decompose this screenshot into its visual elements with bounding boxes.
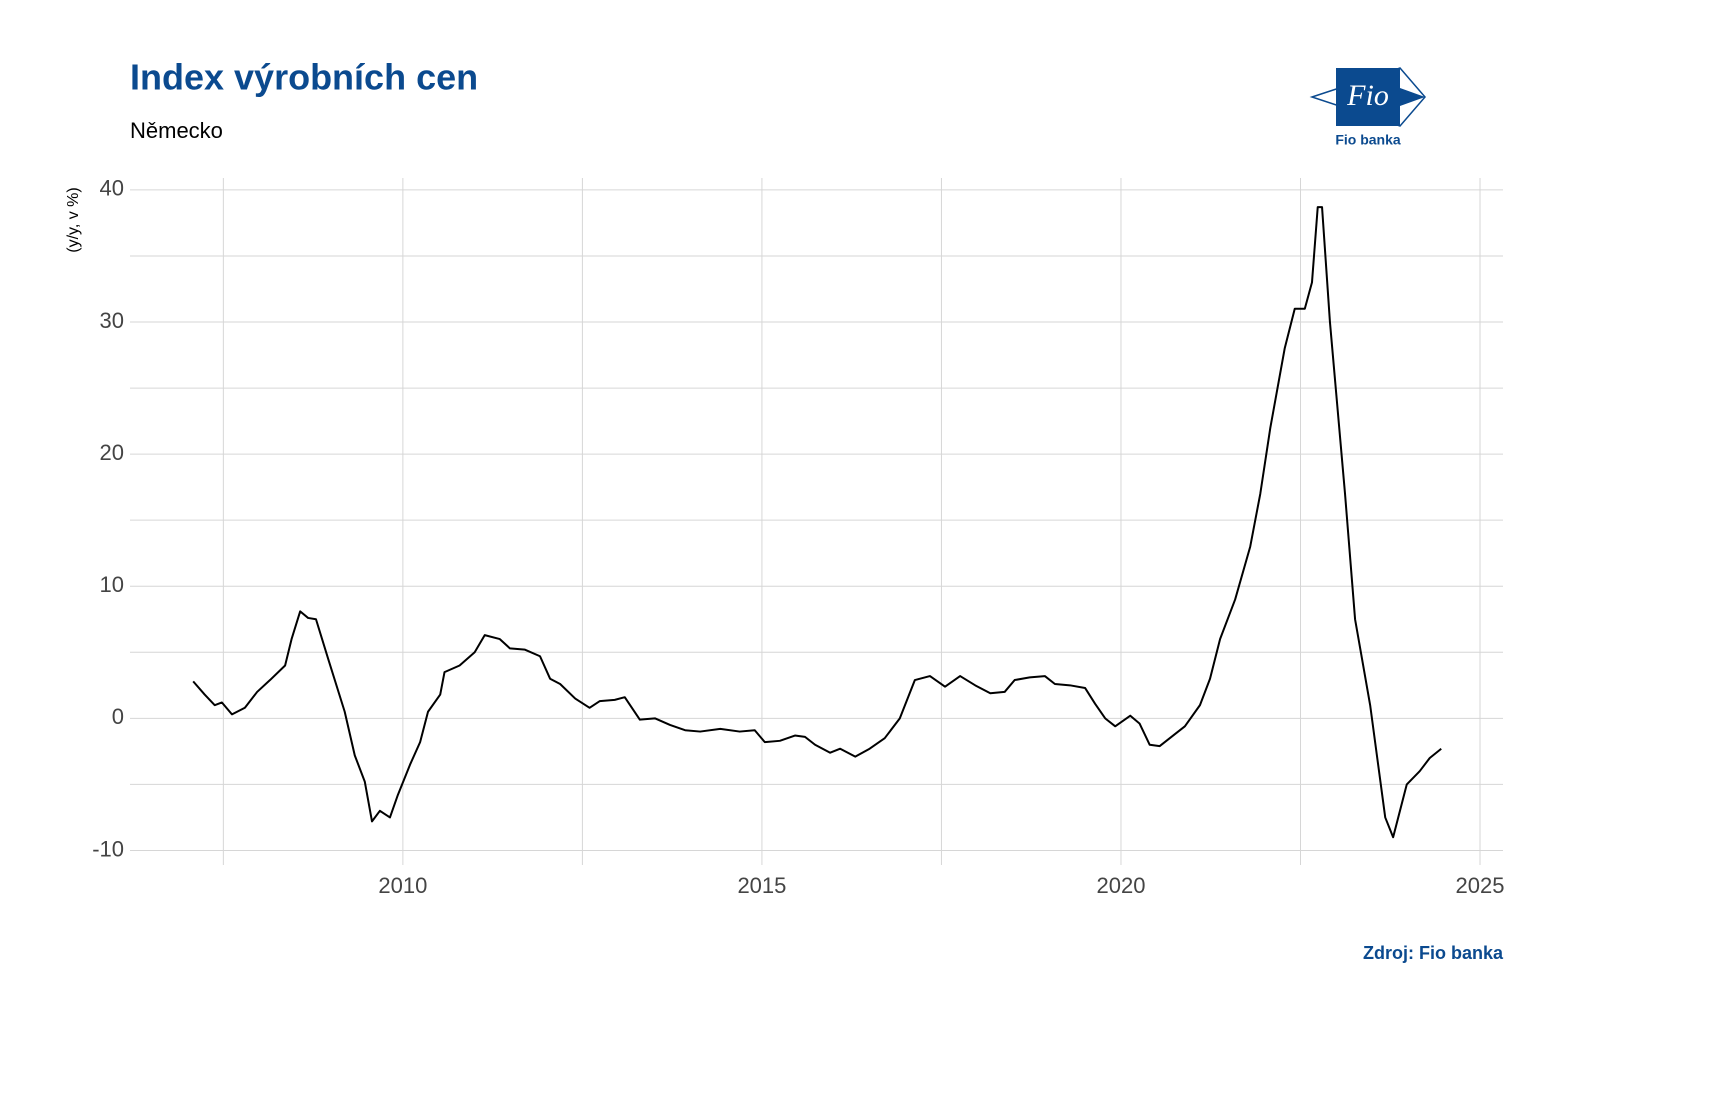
x-tick-label: 2020 [1096, 873, 1145, 898]
logo-arrow [1400, 88, 1425, 106]
x-tick-label: 2025 [1456, 873, 1505, 898]
y-tick-label: -10 [92, 836, 124, 861]
logo: Fio Fio banka [1309, 67, 1426, 148]
y-tick-label: 0 [112, 704, 124, 729]
y-tick-label: 30 [100, 308, 124, 333]
source: Zdroj: Fio banka [1363, 943, 1504, 963]
y-tick-label: 10 [100, 572, 124, 597]
logo-caption: Fio banka [1335, 132, 1401, 148]
line-series [192, 206, 1442, 839]
x-tick-label: 2015 [737, 873, 786, 898]
y-tick-label: 20 [100, 440, 124, 465]
y-axis-label: (y/y, v %) [65, 187, 82, 252]
x-tick-label: 2010 [378, 873, 427, 898]
logo-square [1336, 68, 1400, 126]
chart-title: Index výrobních cen [130, 57, 478, 98]
logo-mark: Fio [1346, 79, 1389, 112]
y-tick-label: 40 [100, 176, 124, 201]
chart-subtitle: Německo [130, 118, 223, 143]
